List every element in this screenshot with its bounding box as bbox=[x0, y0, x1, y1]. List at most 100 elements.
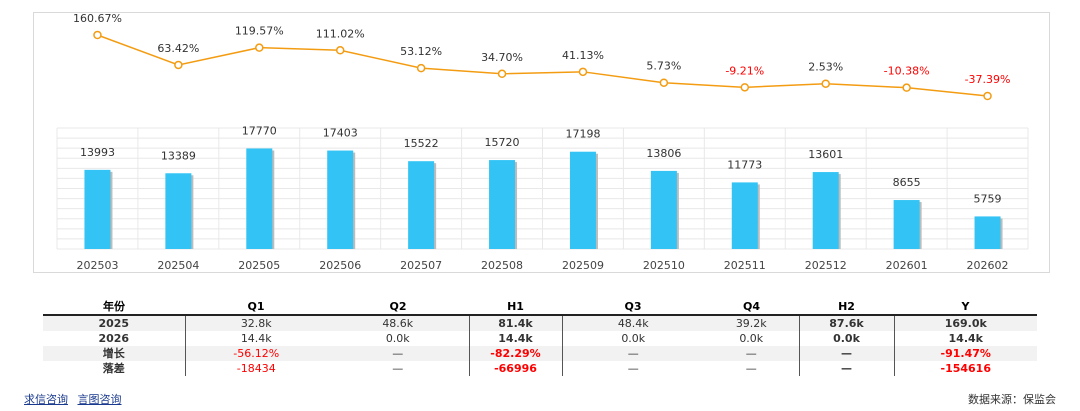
row-label: 2026 bbox=[43, 331, 186, 346]
line-value-label: 53.12% bbox=[400, 45, 442, 58]
header-q3: Q3 bbox=[562, 299, 704, 316]
x-tick-label: 202511 bbox=[724, 259, 766, 272]
bar-value-label: 17198 bbox=[565, 128, 600, 141]
footer-link-yantu[interactable]: 言图咨询 bbox=[77, 393, 122, 406]
bar[interactable] bbox=[893, 200, 920, 249]
table-row: 2026 14.4k 0.0k 14.4k 0.0k 0.0k 0.0k 14.… bbox=[43, 331, 1037, 346]
grid-lines bbox=[56, 127, 1029, 250]
x-tick-label: 202508 bbox=[481, 259, 523, 272]
bar-value-label: 17403 bbox=[323, 127, 358, 140]
line-point[interactable] bbox=[983, 91, 992, 101]
labels: 13993 202503 13389 202504 17770 202505 17403 20… bbox=[73, 13, 1011, 272]
bar[interactable] bbox=[731, 182, 758, 249]
header-q1: Q1 bbox=[185, 299, 327, 316]
table-cell: 14.4k bbox=[240, 332, 272, 345]
table-cell: -66996 bbox=[468, 361, 562, 376]
x-tick-label: 202506 bbox=[319, 259, 361, 272]
x-tick-label: 202512 bbox=[805, 259, 847, 272]
bar-value-label: 15720 bbox=[485, 136, 520, 149]
table-row: 增长 -56.12% — -82.29% — — — -91.47% bbox=[43, 346, 1037, 361]
table-row: 2025 32.8k 48.6k 81.4k 48.4k 39.2k 87.6k… bbox=[43, 315, 1037, 331]
line-point[interactable] bbox=[659, 78, 669, 87]
line-value-label: 111.02% bbox=[316, 27, 365, 40]
line-point[interactable] bbox=[255, 43, 264, 52]
bar[interactable] bbox=[246, 148, 273, 249]
table-cell: 81.4k bbox=[468, 315, 562, 331]
bar[interactable] bbox=[327, 150, 354, 249]
bar-value-label: 5759 bbox=[974, 192, 1002, 205]
table-cell: 0.0k bbox=[798, 331, 894, 346]
x-tick-label: 202505 bbox=[238, 259, 280, 272]
table-cell: 39.2k bbox=[704, 315, 799, 331]
line-point[interactable] bbox=[821, 79, 830, 88]
bar[interactable] bbox=[165, 173, 192, 249]
summary-table: 年份 Q1 Q2 H1 Q3 Q4 H2 Y 2025 32.8k 48.6k … bbox=[43, 299, 1037, 376]
bar[interactable] bbox=[84, 169, 111, 249]
table-cell: 87.6k bbox=[798, 315, 894, 331]
bar-value-label: 13993 bbox=[80, 146, 115, 159]
growth-line-path bbox=[97, 34, 988, 97]
line-point[interactable] bbox=[335, 46, 345, 55]
line-value-label: 34.70% bbox=[481, 51, 523, 64]
growth-line bbox=[93, 30, 992, 101]
bar-value-label: 8655 bbox=[893, 176, 921, 189]
x-tick-label: 202504 bbox=[157, 259, 199, 272]
line-value-label: -9.21% bbox=[725, 64, 764, 77]
line-point[interactable] bbox=[578, 67, 588, 77]
table-cell: — bbox=[704, 346, 799, 361]
bar-value-label: 13806 bbox=[646, 147, 681, 160]
header-h2: H2 bbox=[799, 299, 894, 316]
line-value-label: 2.53% bbox=[808, 61, 843, 74]
line-value-label: 5.73% bbox=[646, 60, 681, 73]
table-cell: — bbox=[392, 362, 404, 375]
combo-chart: 13993 202503 13389 202504 17770 202505 17403 20… bbox=[56, 13, 1029, 272]
table-cell: 48.4k bbox=[561, 315, 704, 331]
table-cell: — bbox=[561, 361, 704, 376]
line-value-label: 41.13% bbox=[562, 49, 604, 62]
bar[interactable] bbox=[974, 216, 1001, 249]
line-value-label: 63.42% bbox=[157, 42, 199, 55]
bar-value-label: 15522 bbox=[404, 137, 439, 150]
footer-link-qiuxin[interactable]: 求信咨询 bbox=[24, 393, 68, 406]
table-cell: — bbox=[327, 346, 469, 361]
bar[interactable] bbox=[489, 160, 516, 249]
line-point[interactable] bbox=[740, 83, 750, 92]
header-year: 年份 bbox=[43, 299, 185, 316]
table-cell: -91.47% bbox=[893, 346, 1037, 361]
line-point[interactable] bbox=[902, 83, 911, 92]
row-label: 落差 bbox=[43, 361, 186, 376]
x-tick-label: 202510 bbox=[643, 259, 685, 272]
table-header-row: 年份 Q1 Q2 H1 Q3 Q4 H2 Y bbox=[43, 299, 1037, 316]
x-tick-label: 202601 bbox=[886, 259, 928, 272]
row-label: 2025 bbox=[43, 315, 186, 331]
x-tick-label: 202602 bbox=[967, 259, 1009, 272]
table-cell: 169.0k bbox=[893, 315, 1037, 331]
line-point[interactable] bbox=[174, 60, 183, 70]
bar[interactable] bbox=[408, 161, 435, 249]
header-y: Y bbox=[894, 299, 1037, 316]
table-cell: -18434 bbox=[236, 362, 276, 375]
table-cell: — bbox=[745, 362, 757, 375]
x-tick-label: 202507 bbox=[400, 259, 442, 272]
table-cell: -82.29% bbox=[468, 346, 562, 361]
table-row: 落差 -18434 — -66996 — — — -154616 bbox=[43, 361, 1037, 376]
line-value-label: 160.67% bbox=[73, 13, 122, 25]
footer-links: 求信咨询 言图咨询 bbox=[24, 391, 128, 407]
line-value-label: 119.57% bbox=[235, 25, 284, 38]
table-cell: 14.4k bbox=[893, 331, 1037, 346]
bar-value-label: 11773 bbox=[727, 158, 762, 171]
bar[interactable] bbox=[569, 151, 596, 249]
bar[interactable] bbox=[812, 172, 839, 249]
line-point[interactable] bbox=[93, 30, 102, 40]
table-cell: — bbox=[798, 361, 894, 376]
bar-value-label: 13601 bbox=[808, 148, 843, 161]
table-cell: 0.0k bbox=[385, 332, 410, 345]
line-value-label: -37.39% bbox=[965, 73, 1011, 86]
bar-value-label: 17770 bbox=[242, 124, 277, 137]
line-point[interactable] bbox=[497, 69, 507, 79]
bar[interactable] bbox=[650, 170, 677, 249]
table-cell: 0.0k bbox=[561, 331, 704, 346]
table-cell: 0.0k bbox=[739, 332, 764, 345]
line-point[interactable] bbox=[416, 63, 426, 73]
row-label: 增长 bbox=[43, 346, 186, 361]
